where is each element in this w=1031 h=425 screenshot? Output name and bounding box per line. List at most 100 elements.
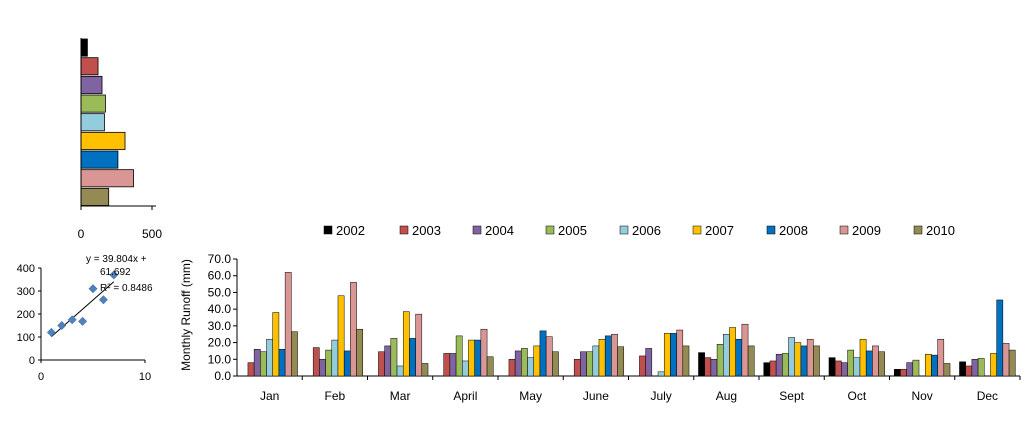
scatter-point bbox=[67, 315, 77, 325]
bar-2007-June bbox=[598, 338, 606, 377]
legend-swatch-2009 bbox=[839, 225, 849, 235]
bar-2004-Jan bbox=[253, 349, 261, 377]
main-y-tick-label: 10.0 bbox=[208, 352, 232, 366]
bar-2008-April bbox=[474, 339, 482, 377]
bar-2009-July bbox=[676, 329, 684, 377]
bar-2008-June bbox=[604, 335, 612, 377]
bar-2003-Jan bbox=[247, 362, 255, 377]
hbar-2004 bbox=[80, 75, 103, 94]
legend-label-2009: 2009 bbox=[852, 223, 881, 238]
hbar-x-tick-label: 0 bbox=[78, 227, 85, 241]
bar-2002-Nov bbox=[893, 369, 901, 377]
bar-2003-May bbox=[508, 359, 516, 377]
bar-2010-Dec bbox=[1008, 349, 1016, 377]
hbar-2005 bbox=[80, 94, 106, 113]
month-label-April: April bbox=[453, 389, 477, 403]
bar-2003-Oct bbox=[834, 360, 842, 377]
bar-2004-Nov bbox=[906, 362, 914, 377]
bar-2003-Feb bbox=[312, 347, 320, 377]
bar-2009-June bbox=[611, 333, 618, 377]
bar-2004-Oct bbox=[841, 362, 848, 377]
month-label-Dec: Dec bbox=[977, 389, 998, 403]
bar-2003-April bbox=[443, 353, 451, 377]
main-y-tick-label: 0.0 bbox=[214, 369, 231, 383]
bar-2009-Feb bbox=[350, 282, 357, 377]
bar-2002-Sept bbox=[763, 362, 771, 377]
bar-2008-Dec bbox=[996, 299, 1004, 377]
bar-2009-May bbox=[545, 336, 553, 377]
month-label-June: June bbox=[583, 389, 609, 403]
legend-label-2006: 2006 bbox=[632, 223, 661, 238]
bar-2004-Dec bbox=[971, 359, 979, 377]
bar-2007-Aug bbox=[729, 327, 736, 377]
trendline-equation: 61.692 bbox=[100, 267, 131, 278]
trendline-equation: y = 39.804x + bbox=[86, 254, 147, 265]
bar-2010-Sept bbox=[813, 345, 820, 377]
bar-2005-May bbox=[521, 348, 528, 377]
scatter-y-tick-label: 300 bbox=[17, 286, 35, 298]
legend-label-2008: 2008 bbox=[779, 223, 808, 238]
bar-2005-Oct bbox=[847, 349, 855, 377]
bar-2009-Mar bbox=[415, 313, 423, 377]
bar-2008-Sept bbox=[800, 345, 808, 377]
scatter-x-tick-label: 10 bbox=[139, 371, 151, 383]
legend-swatch-2004 bbox=[472, 225, 482, 235]
bar-2009-Oct bbox=[872, 345, 879, 377]
bar-2007-May bbox=[533, 345, 541, 377]
main-y-tick-label: 70.0 bbox=[208, 252, 232, 266]
bar-2006-April bbox=[462, 360, 469, 377]
bar-2007-Nov bbox=[924, 354, 932, 377]
scatter-point bbox=[78, 316, 88, 326]
scatter-x-tick-label: 0 bbox=[38, 371, 44, 383]
bar-2005-Feb bbox=[325, 349, 333, 377]
main-y-tick-label: 50.0 bbox=[208, 285, 232, 299]
hbar-2003 bbox=[80, 57, 99, 76]
bar-2007-April bbox=[468, 339, 475, 377]
bar-2008-Aug bbox=[735, 338, 743, 377]
bar-2004-Feb bbox=[319, 359, 326, 377]
bar-2010-Oct bbox=[878, 351, 886, 377]
scatter-point bbox=[57, 320, 67, 331]
month-label-Aug: Aug bbox=[716, 389, 737, 403]
bar-2010-Mar bbox=[421, 363, 429, 377]
bar-2005-Dec bbox=[977, 358, 985, 377]
bar-2007-Dec bbox=[990, 353, 997, 377]
bar-2010-June bbox=[617, 346, 625, 377]
bar-2009-Nov bbox=[937, 338, 945, 377]
bar-2009-April bbox=[480, 328, 488, 377]
bar-2009-Dec bbox=[1002, 343, 1010, 377]
month-label-Mar: Mar bbox=[390, 389, 411, 403]
month-label-Sept: Sept bbox=[779, 389, 804, 403]
bar-2007-Oct bbox=[859, 338, 867, 377]
bar-2006-Oct bbox=[853, 357, 861, 377]
hbar-2007 bbox=[80, 131, 126, 150]
scatter-chart: 0 100 200 300 400 0 10 y = 39.804x + 61.692 R² = … bbox=[17, 254, 153, 383]
bar-2004-June bbox=[580, 351, 587, 377]
bar-2004-Sept bbox=[775, 354, 783, 377]
month-label-May: May bbox=[519, 389, 542, 403]
legend-swatch-2003 bbox=[399, 225, 409, 235]
month-label-Jan: Jan bbox=[260, 389, 279, 403]
legend-label-2007: 2007 bbox=[705, 223, 734, 238]
bar-2005-Mar bbox=[390, 338, 398, 377]
scatter-y-tick-label: 0 bbox=[29, 355, 35, 367]
bar-2004-July bbox=[645, 348, 653, 377]
bar-2007-Jan bbox=[272, 312, 280, 377]
legend-label-2002: 2002 bbox=[336, 223, 365, 238]
bar-2005-June bbox=[586, 351, 594, 377]
legend-swatch-2006 bbox=[619, 225, 629, 235]
main-y-tick-label: 40.0 bbox=[208, 302, 232, 316]
bar-2008-July bbox=[670, 333, 677, 377]
bar-2003-Sept bbox=[769, 360, 777, 377]
bar-2005-Nov bbox=[912, 359, 920, 377]
bar-2002-Aug bbox=[698, 352, 705, 377]
month-label-Oct: Oct bbox=[848, 389, 867, 403]
horizontal-bar-chart: 0 500 bbox=[78, 38, 162, 241]
month-label-Feb: Feb bbox=[325, 389, 346, 403]
legend-swatch-2008 bbox=[766, 225, 776, 235]
bar-2003-June bbox=[573, 359, 581, 377]
legend-swatch-2007 bbox=[692, 225, 702, 235]
bar-2005-April bbox=[455, 335, 463, 377]
bar-2006-Jan bbox=[266, 338, 273, 377]
